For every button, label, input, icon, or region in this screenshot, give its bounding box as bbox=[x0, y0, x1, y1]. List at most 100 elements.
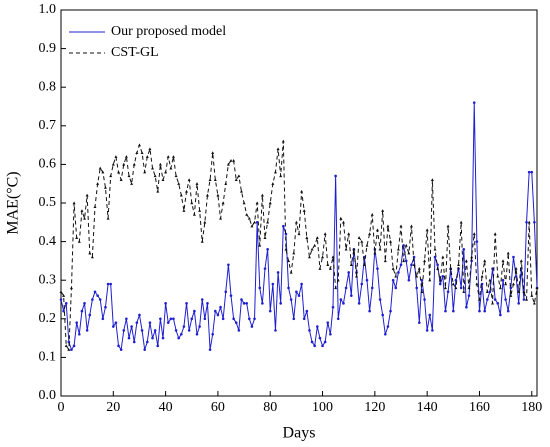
marker bbox=[530, 294, 534, 297]
marker bbox=[483, 259, 487, 263]
marker bbox=[213, 178, 217, 182]
marker bbox=[70, 348, 73, 351]
marker bbox=[326, 263, 330, 266]
marker bbox=[64, 302, 68, 305]
marker bbox=[415, 286, 418, 290]
marker bbox=[441, 255, 445, 259]
marker bbox=[219, 216, 223, 220]
marker bbox=[436, 267, 440, 270]
marker bbox=[462, 248, 466, 251]
y-tick-label: 0.4 bbox=[39, 234, 57, 249]
marker bbox=[480, 274, 484, 278]
marker bbox=[250, 325, 254, 328]
marker bbox=[137, 143, 141, 147]
marker bbox=[410, 263, 413, 267]
marker bbox=[253, 220, 257, 224]
marker bbox=[287, 259, 291, 263]
marker bbox=[158, 162, 162, 166]
marker bbox=[323, 232, 327, 236]
marker bbox=[80, 209, 84, 212]
x-axis-label: Days bbox=[283, 425, 316, 442]
marker bbox=[336, 317, 340, 321]
y-axis-label: MAE(°C) bbox=[5, 171, 22, 234]
marker bbox=[237, 329, 241, 332]
marker bbox=[112, 325, 115, 328]
marker bbox=[420, 290, 424, 293]
marker bbox=[443, 286, 447, 290]
marker bbox=[117, 170, 121, 174]
marker bbox=[360, 282, 364, 286]
marker bbox=[467, 294, 471, 297]
marker bbox=[153, 329, 157, 332]
marker bbox=[67, 348, 71, 351]
marker bbox=[404, 243, 408, 247]
marker bbox=[514, 275, 518, 278]
marker bbox=[504, 282, 508, 286]
marker bbox=[459, 220, 463, 224]
marker bbox=[198, 209, 202, 212]
marker bbox=[111, 162, 115, 166]
marker bbox=[433, 247, 437, 251]
marker bbox=[323, 340, 327, 344]
marker bbox=[409, 224, 413, 228]
marker bbox=[347, 271, 350, 274]
marker bbox=[200, 240, 204, 243]
marker bbox=[161, 178, 165, 182]
marker bbox=[85, 193, 89, 197]
marker bbox=[532, 301, 536, 305]
x-tick-label: 80 bbox=[263, 400, 277, 415]
marker bbox=[428, 278, 432, 282]
marker bbox=[151, 166, 155, 170]
marker bbox=[381, 313, 384, 317]
x-tick-label: 140 bbox=[417, 400, 438, 415]
x-tick-label: 20 bbox=[106, 400, 120, 415]
marker bbox=[342, 302, 345, 305]
marker bbox=[276, 271, 280, 274]
x-tick-label: 120 bbox=[364, 400, 385, 415]
marker bbox=[203, 317, 207, 321]
marker bbox=[289, 270, 293, 274]
marker bbox=[501, 259, 505, 263]
marker bbox=[208, 348, 212, 351]
marker bbox=[216, 193, 220, 197]
marker bbox=[404, 259, 408, 263]
marker bbox=[396, 247, 400, 251]
marker bbox=[467, 286, 471, 290]
marker bbox=[75, 321, 78, 324]
marker bbox=[378, 298, 382, 301]
x-tick-label: 0 bbox=[58, 400, 65, 415]
marker bbox=[261, 302, 264, 305]
y-tick-label: 0.3 bbox=[39, 272, 57, 287]
marker bbox=[98, 298, 102, 301]
marker bbox=[253, 317, 256, 321]
marker bbox=[250, 224, 254, 228]
marker bbox=[156, 344, 160, 348]
marker bbox=[177, 182, 181, 185]
marker bbox=[394, 286, 398, 290]
marker bbox=[62, 294, 66, 297]
marker bbox=[211, 151, 215, 155]
marker bbox=[190, 317, 194, 321]
marker bbox=[302, 209, 306, 212]
marker bbox=[78, 332, 81, 336]
marker bbox=[83, 216, 87, 220]
marker bbox=[357, 302, 361, 305]
marker bbox=[148, 147, 152, 151]
marker bbox=[431, 329, 434, 332]
marker bbox=[294, 220, 298, 224]
marker bbox=[271, 282, 275, 286]
marker bbox=[195, 332, 199, 336]
marker bbox=[425, 228, 429, 232]
marker bbox=[302, 317, 306, 321]
marker bbox=[229, 158, 233, 162]
marker bbox=[328, 267, 332, 270]
marker bbox=[444, 309, 447, 313]
marker bbox=[279, 174, 283, 178]
marker bbox=[530, 170, 534, 174]
marker bbox=[493, 298, 497, 301]
marker bbox=[292, 317, 296, 321]
marker bbox=[203, 220, 207, 224]
marker bbox=[185, 189, 189, 193]
marker bbox=[88, 313, 92, 317]
y-tick-label: 0.9 bbox=[39, 41, 57, 56]
